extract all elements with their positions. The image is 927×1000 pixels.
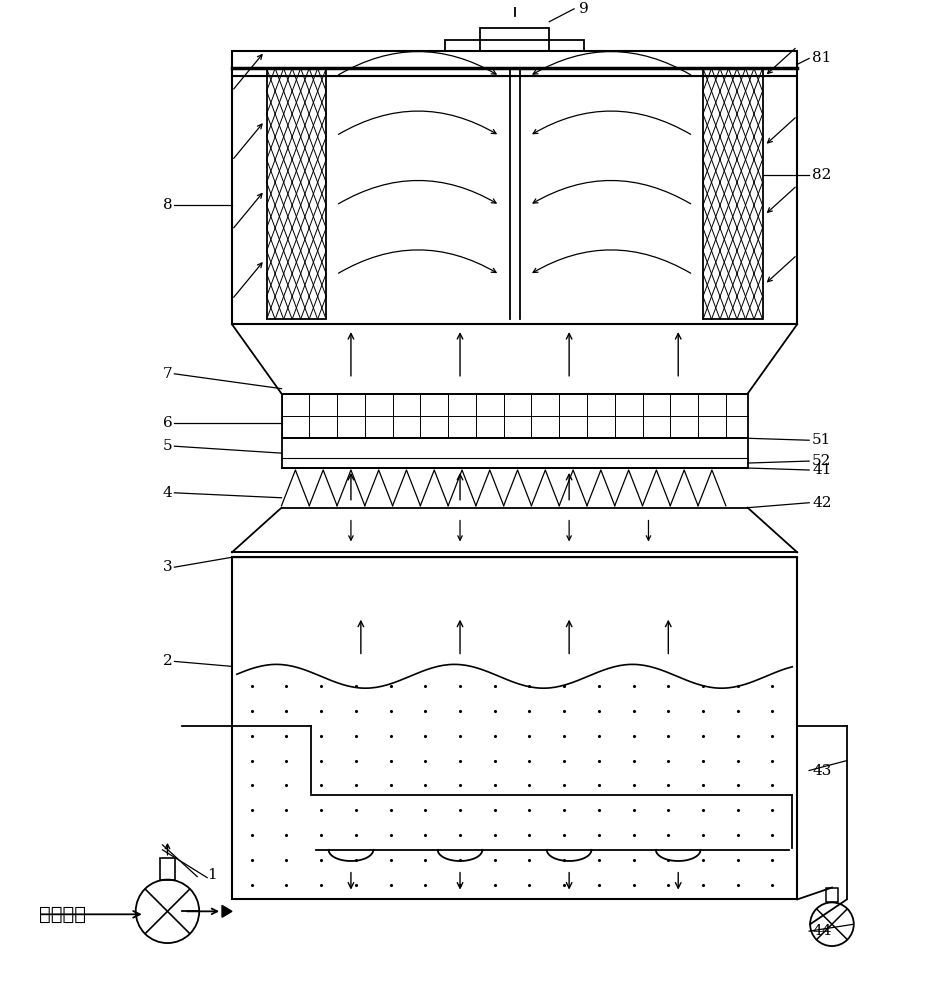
Text: 7: 7 xyxy=(162,367,171,381)
Text: 1: 1 xyxy=(207,868,217,882)
Text: 51: 51 xyxy=(811,433,831,447)
Bar xyxy=(825,888,837,902)
Bar xyxy=(266,68,325,319)
Bar xyxy=(445,40,583,51)
Text: 9: 9 xyxy=(578,2,588,16)
Bar xyxy=(159,858,175,880)
Bar xyxy=(232,51,796,76)
Bar xyxy=(232,557,796,899)
Text: 82: 82 xyxy=(811,168,831,182)
Text: 52: 52 xyxy=(811,454,831,468)
Text: 41: 41 xyxy=(811,463,831,477)
Text: 44: 44 xyxy=(811,924,831,938)
Text: 81: 81 xyxy=(811,51,831,65)
Bar xyxy=(281,394,747,438)
Text: 工业废气: 工业废气 xyxy=(39,905,85,924)
Text: 6: 6 xyxy=(162,416,172,430)
Bar xyxy=(479,28,549,51)
Text: 5: 5 xyxy=(162,439,171,453)
Text: 8: 8 xyxy=(162,198,171,212)
Polygon shape xyxy=(222,905,232,917)
Bar xyxy=(232,76,796,324)
Bar xyxy=(703,68,762,319)
Text: 4: 4 xyxy=(162,486,172,500)
Text: 3: 3 xyxy=(162,560,171,574)
Bar xyxy=(281,438,747,468)
Text: 2: 2 xyxy=(162,654,172,668)
Text: 42: 42 xyxy=(811,496,831,510)
Text: 43: 43 xyxy=(811,764,831,778)
